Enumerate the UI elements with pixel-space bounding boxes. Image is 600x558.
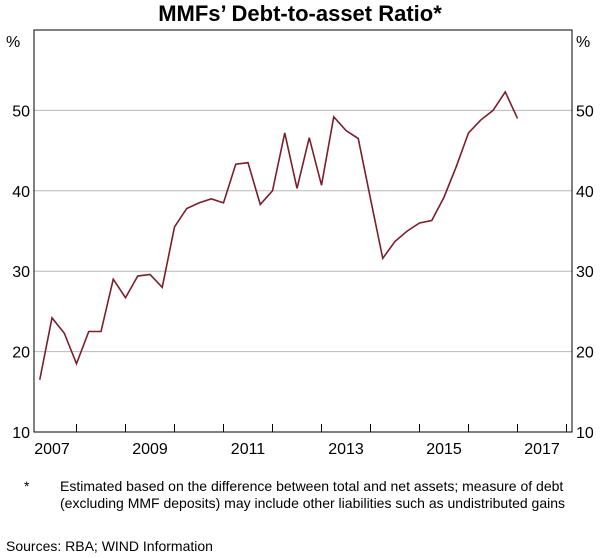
- x-tick-label: 2017: [524, 441, 560, 458]
- plot-frame: [33, 29, 573, 433]
- footnote-text: Estimated based on the difference betwee…: [60, 478, 566, 511]
- y-unit-right: %: [576, 34, 590, 51]
- y-tick-label-right: 30: [576, 264, 594, 281]
- x-tick-label: 2015: [426, 441, 462, 458]
- y-tick-label-right: 20: [576, 345, 594, 362]
- chart-title: MMFs’ Debt-to-asset Ratio*: [158, 1, 442, 26]
- x-tick-label: 2007: [34, 441, 70, 458]
- y-unit-left: %: [6, 34, 20, 51]
- sources: Sources: RBA; WIND Information: [6, 538, 213, 554]
- footnote-marker: *: [24, 478, 30, 494]
- y-tick-label-right: 50: [576, 103, 594, 120]
- y-tick-label-right: 10: [576, 425, 594, 442]
- y-tick-label-left: 40: [12, 184, 30, 201]
- x-tick-label: 2009: [132, 441, 168, 458]
- plot-area: 10 10 20 20 30 30 40 40 50 50% % 2007 2009 2011 2013 20…: [6, 29, 594, 458]
- y-tick-label-right: 40: [576, 184, 594, 201]
- y-tick-label-left: 50: [12, 103, 30, 120]
- y-tick-label-left: 30: [12, 264, 30, 281]
- x-tick-label: 2013: [328, 441, 364, 458]
- series-line: [38, 90, 519, 380]
- x-tick-label: 2011: [231, 441, 266, 458]
- y-tick-label-left: 10: [12, 425, 30, 442]
- y-tick-label-left: 20: [12, 345, 30, 362]
- footnote: * Estimated based on the difference betw…: [24, 478, 584, 512]
